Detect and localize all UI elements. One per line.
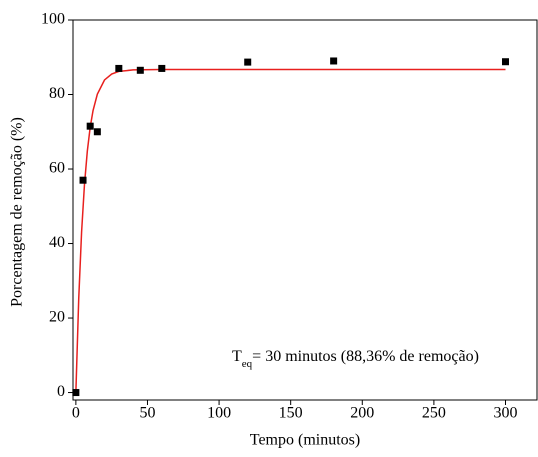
y-tick-label: 100: [41, 11, 65, 28]
data-point: [501, 58, 509, 66]
y-tick-label: 60: [49, 160, 65, 177]
x-tick-label: 100: [207, 405, 231, 422]
x-tick-label: 150: [279, 405, 303, 422]
annotation-subscript: eq: [242, 358, 253, 370]
data-point: [330, 57, 338, 65]
fit-line: [75, 68, 506, 393]
x-tick-label: 200: [350, 405, 374, 422]
x-tick-label: 0: [72, 405, 80, 422]
data-point: [115, 64, 123, 72]
x-tick-label: 250: [422, 405, 446, 422]
y-tick-label: 80: [49, 85, 65, 102]
annotation: Teq= 30 minutos (88,36% de remoção): [232, 348, 479, 370]
y-tick-label: 40: [49, 234, 65, 251]
x-axis-label: Tempo (minutos): [250, 432, 360, 449]
data-point: [86, 122, 94, 130]
data-point: [158, 64, 166, 72]
y-tick-label: 20: [49, 309, 65, 326]
data-point: [244, 58, 252, 66]
y-axis-label: Porcentagem de remoção (%): [9, 117, 26, 307]
x-tick-label: 300: [493, 405, 517, 422]
data-point: [72, 389, 80, 397]
data-point: [79, 176, 87, 184]
annotation-main: T: [232, 348, 242, 365]
annotation-rest: = 30 minutos (88,36% de remoção): [252, 348, 479, 365]
data-point: [93, 128, 101, 136]
data-point: [136, 66, 144, 74]
plot-frame: [72, 19, 538, 401]
x-tick-label: 50: [139, 405, 155, 422]
y-tick-label: 0: [57, 383, 65, 400]
